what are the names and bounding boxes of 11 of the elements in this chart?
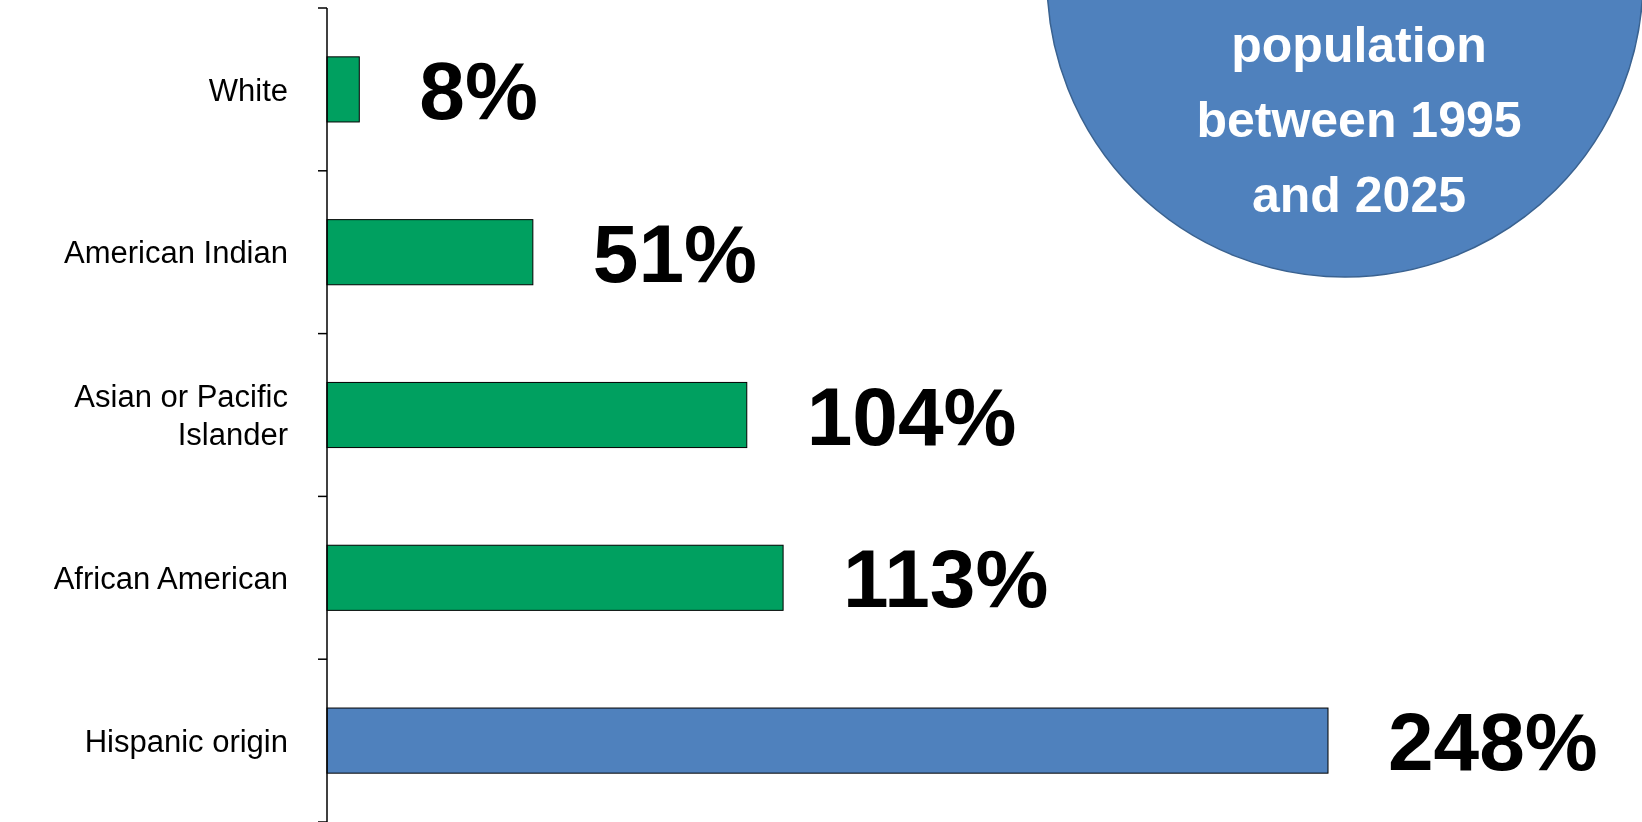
- y-tick-label: White: [208, 72, 288, 108]
- y-tick-label: African American: [53, 560, 288, 596]
- data-label: 248%: [1388, 696, 1598, 788]
- data-label: 113%: [843, 533, 1049, 625]
- annotation: population between 1995 and 2025: [1196, 17, 1522, 223]
- y-tick-label: American Indian: [63, 235, 288, 271]
- data-label: 104%: [806, 370, 1017, 462]
- y-tick-label: Hispanic origin: [84, 723, 288, 759]
- y-tick-label: Asian or Pacific Islander: [74, 379, 288, 453]
- data-label: 8%: [419, 44, 538, 136]
- data-label: 51%: [592, 207, 757, 299]
